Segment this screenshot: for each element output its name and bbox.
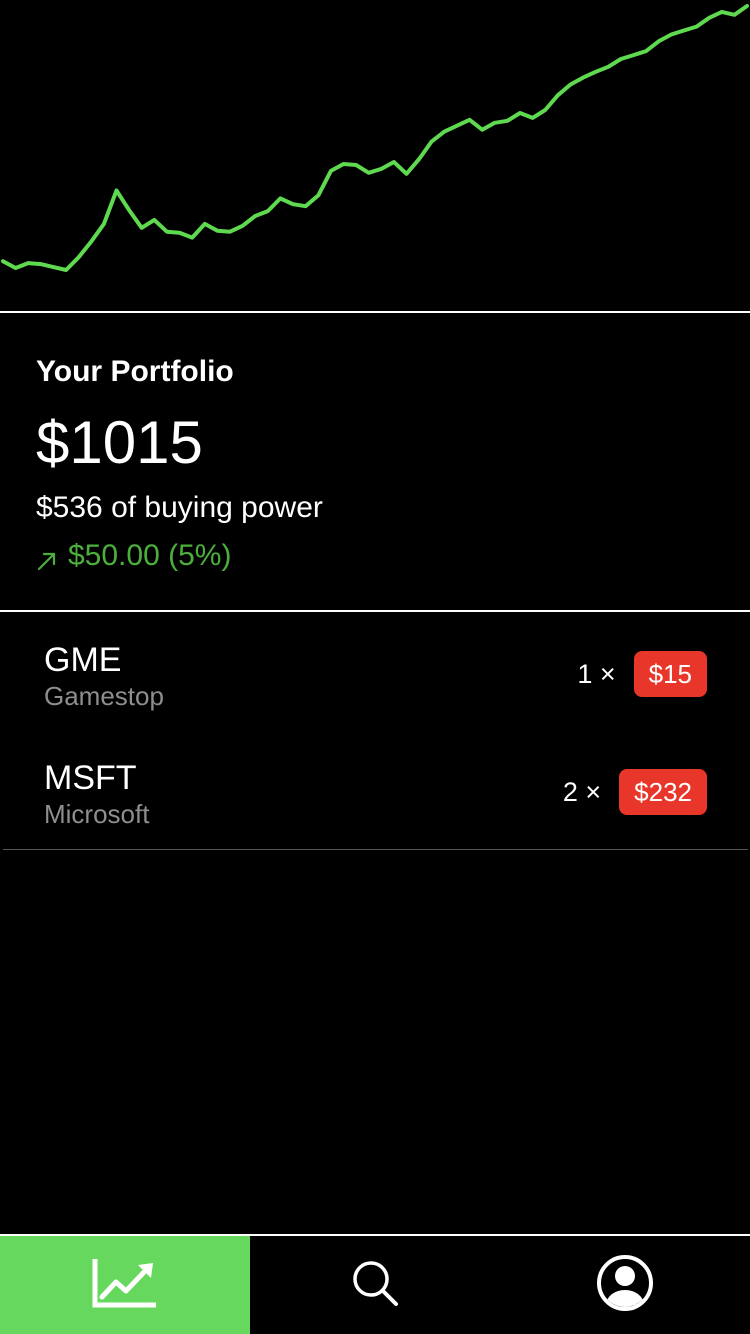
portfolio-title: Your Portfolio	[36, 355, 234, 388]
holding-quantity: 1 ×	[577, 658, 616, 689]
holding-qty-price: 2 × $232	[563, 769, 707, 815]
holdings-list: GME Gamestop 1 × $15 MSFT Microsoft 2 × …	[0, 612, 750, 848]
holding-company: Microsoft	[44, 799, 150, 829]
holding-qty-price: 1 × $15	[577, 651, 707, 697]
holding-price-badge: $15	[633, 651, 707, 697]
portfolio-chart	[0, 0, 750, 312]
tab-portfolio[interactable]	[0, 1236, 250, 1334]
tab-profile[interactable]	[500, 1236, 750, 1334]
tabbar-border	[0, 1234, 750, 1236]
holding-row-msft[interactable]: MSFT Microsoft 2 × $232	[0, 730, 750, 848]
holding-price-badge: $232	[619, 769, 707, 815]
tab-bar	[0, 1236, 750, 1334]
arrow-up-right-icon	[36, 545, 58, 571]
portfolio-change-value: $50.00 (5%)	[68, 539, 232, 572]
chart-divider	[0, 311, 750, 313]
buying-power: $536 of buying power	[36, 491, 323, 524]
portfolio-chart-svg	[1, 4, 749, 272]
holding-ticker: MSFT	[44, 759, 137, 797]
portfolio-value: $1015	[36, 409, 203, 476]
holding-company: Gamestop	[44, 681, 164, 711]
holding-quantity: 2 ×	[562, 776, 602, 807]
holdings-divider	[3, 849, 748, 850]
portfolio-summary: Your Portfolio $1015 $536 of buying powe…	[36, 352, 716, 574]
search-icon	[350, 1258, 400, 1313]
user-profile-icon	[595, 1253, 655, 1318]
portfolio-series-line	[1, 4, 749, 272]
portfolio-change: $50.00 (5%)	[36, 538, 716, 574]
holding-row-gme[interactable]: GME Gamestop 1 × $15	[0, 612, 750, 730]
tab-search[interactable]	[250, 1236, 500, 1334]
holding-ticker: GME	[44, 641, 122, 679]
summary-divider	[0, 610, 750, 612]
trending-up-icon	[92, 1257, 158, 1314]
